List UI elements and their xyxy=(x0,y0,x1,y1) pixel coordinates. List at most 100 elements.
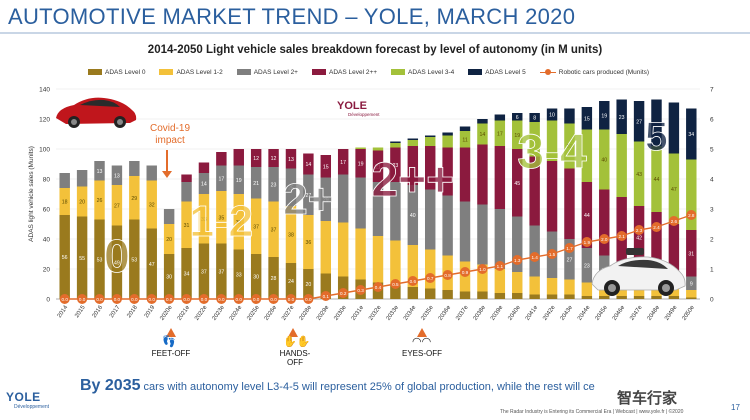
bar-segment xyxy=(407,140,419,146)
robotic-value-label: 0.0 xyxy=(62,297,69,302)
bar-value-label: 8 xyxy=(533,116,536,122)
bar-segment xyxy=(424,135,436,137)
footer-text: The Radar Industry is Entering its Comme… xyxy=(500,409,684,415)
bar-segment xyxy=(686,159,697,230)
x-tick-label: 2021e xyxy=(177,304,192,322)
bar-segment xyxy=(512,272,523,293)
bar-value-label: 23 xyxy=(619,115,625,121)
robotic-point xyxy=(59,294,70,304)
title-divider xyxy=(0,32,750,34)
bar-value-label: 6 xyxy=(516,115,519,121)
bar-segment xyxy=(442,195,453,256)
bar-value-label: 56 xyxy=(62,255,68,261)
bar-segment xyxy=(529,294,540,299)
bar-value-label: 17 xyxy=(340,160,346,166)
yole-chart-logo-sub: Développement xyxy=(348,112,380,117)
bar-segment xyxy=(442,135,453,148)
x-tick-label: 2027e xyxy=(281,304,296,322)
bar-segment xyxy=(651,99,662,146)
bar-value-label: 14 xyxy=(201,182,207,188)
bar-value-label: 19 xyxy=(236,178,242,184)
bar-value-label: 42 xyxy=(636,236,642,242)
bar-segment xyxy=(163,209,175,224)
level-overlay-label: 5 xyxy=(645,115,667,159)
robotic-point xyxy=(460,267,471,277)
bar-segment xyxy=(94,161,105,181)
bar-segment xyxy=(442,132,453,136)
bar-segment xyxy=(390,141,401,143)
bar-segment xyxy=(337,276,349,299)
bar-segment xyxy=(390,182,401,241)
robotic-point xyxy=(599,234,610,244)
bar-segment xyxy=(459,131,471,148)
bar-segment xyxy=(529,122,540,157)
bar-segment xyxy=(477,291,488,299)
bar-value-label: 37 xyxy=(201,269,207,275)
bar-value-label: 27 xyxy=(567,257,573,263)
bar-segment xyxy=(477,119,488,124)
legend-item-level2p: ADAS Level 2+ xyxy=(236,68,298,76)
bar-segment xyxy=(686,290,697,298)
bar-segment xyxy=(94,180,105,220)
bar-segment xyxy=(198,173,210,194)
robotic-point xyxy=(320,291,331,301)
bar-segment xyxy=(59,173,70,188)
level-overlay-label: 2++ xyxy=(371,154,454,207)
robotic-value-label: 0.0 xyxy=(253,297,260,302)
bar-segment xyxy=(477,144,488,205)
bottom-statement-rest: cars with autonomy level L3-4-5 will rep… xyxy=(140,381,595,393)
x-tick-label: 2043e xyxy=(560,304,575,322)
robotic-value-label: 0.3 xyxy=(357,288,364,293)
robotic-point xyxy=(303,294,314,304)
robotic-value-label: 0.0 xyxy=(218,297,225,302)
robotic-value-label: 0.8 xyxy=(444,273,451,278)
bar-segment xyxy=(181,182,192,202)
bar-value-label: 38 xyxy=(288,233,294,239)
bar-segment xyxy=(512,149,523,217)
bar-segment xyxy=(512,216,523,272)
x-tick-label: 2016 xyxy=(92,304,105,319)
watermark: 智车行家 xyxy=(617,390,678,407)
robotic-value-label: 0.0 xyxy=(166,297,173,302)
bar-value-label: 53 xyxy=(131,257,137,263)
bar-segment xyxy=(633,101,645,142)
x-tick-label: 2040e xyxy=(507,304,522,322)
bar-segment xyxy=(303,215,314,269)
bar-segment xyxy=(529,276,540,295)
bar-value-label: 17 xyxy=(497,131,503,137)
bar-value-label: 31 xyxy=(184,223,190,229)
robotic-point xyxy=(268,294,279,304)
bar-value-label: 29 xyxy=(323,197,329,203)
bar-segment xyxy=(407,185,419,245)
bar-segment xyxy=(146,165,157,181)
robotic-value-label: 0.7 xyxy=(427,276,434,281)
x-tick-label: 2050e xyxy=(681,304,696,322)
bar-segment xyxy=(198,243,210,299)
y-tick-label: 0 xyxy=(46,297,50,304)
bar-segment xyxy=(355,177,366,229)
page-number: 17 xyxy=(731,403,740,412)
bar-value-label: 14 xyxy=(480,132,486,138)
bar-segment xyxy=(686,276,697,290)
bar-value-label: 12 xyxy=(253,156,259,162)
robotic-point xyxy=(285,294,296,304)
x-tick-label: 2044e xyxy=(577,304,592,322)
y-tick-label: 140 xyxy=(39,87,50,94)
bar-segment xyxy=(407,146,419,185)
robotic-value-label: 0.0 xyxy=(183,297,190,302)
bar-segment xyxy=(216,243,227,299)
bar-value-label: 21 xyxy=(253,181,259,187)
bar-value-label: 19 xyxy=(601,113,607,119)
bar-segment xyxy=(599,101,610,130)
robotic-value-label: 0.0 xyxy=(149,297,156,302)
bar-segment xyxy=(477,204,488,265)
bar-segment xyxy=(494,120,506,146)
robotic-value-label: 1.1 xyxy=(497,264,504,269)
bar-segment xyxy=(564,108,575,124)
legend-item-level0: ADAS Level 0 xyxy=(88,68,145,76)
bar-segment xyxy=(390,143,401,148)
y2-tick-label: 0 xyxy=(710,297,714,304)
bar-segment xyxy=(111,185,123,226)
bottom-statement: By 2035 cars with autonomy level L3-4-5 … xyxy=(80,377,595,395)
bar-value-label: 40 xyxy=(601,158,607,164)
